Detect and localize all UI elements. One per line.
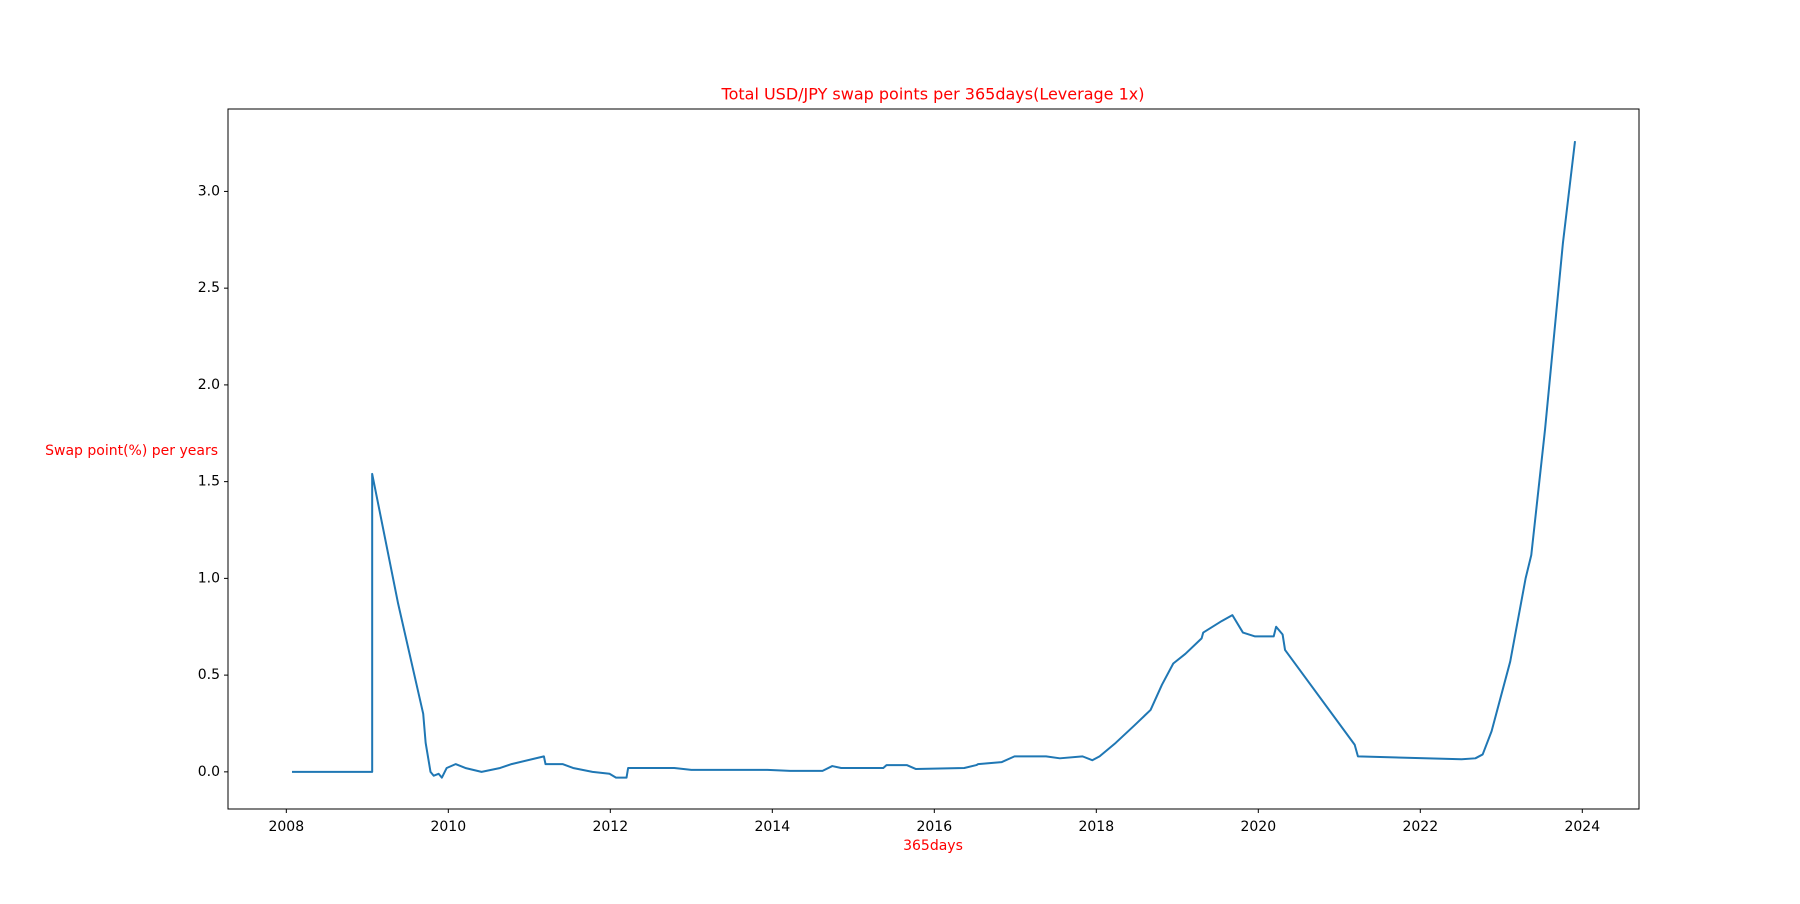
y-tick-label: 2.0 <box>198 377 220 393</box>
data-line <box>291 141 1577 779</box>
y-tick-label: 3.0 <box>198 183 220 199</box>
plot-frame <box>227 108 1640 810</box>
y-tick-label: 2.5 <box>198 280 220 296</box>
x-tick-label: 2014 <box>754 819 790 835</box>
x-tick-label: 2022 <box>1402 819 1438 835</box>
y-axis-label: Swap point(%) per years <box>45 443 218 459</box>
y-tick-label: 0.5 <box>198 667 220 683</box>
x-tick-label: 2010 <box>430 819 466 835</box>
x-tick-label: 2020 <box>1240 819 1276 835</box>
x-tick-label: 2012 <box>592 819 628 835</box>
x-tick-label: 2008 <box>268 819 304 835</box>
x-axis-label: 365days <box>903 838 963 854</box>
x-tick-label: 2024 <box>1564 819 1600 835</box>
x-tick-label: 2018 <box>1078 819 1114 835</box>
y-tick-label: 1.5 <box>198 474 220 490</box>
x-tick-label: 2016 <box>916 819 952 835</box>
chart-title: Total USD/JPY swap points per 365days(Le… <box>721 85 1145 104</box>
y-tick-label: 0.0 <box>198 764 220 780</box>
y-tick-label: 1.0 <box>198 570 220 586</box>
